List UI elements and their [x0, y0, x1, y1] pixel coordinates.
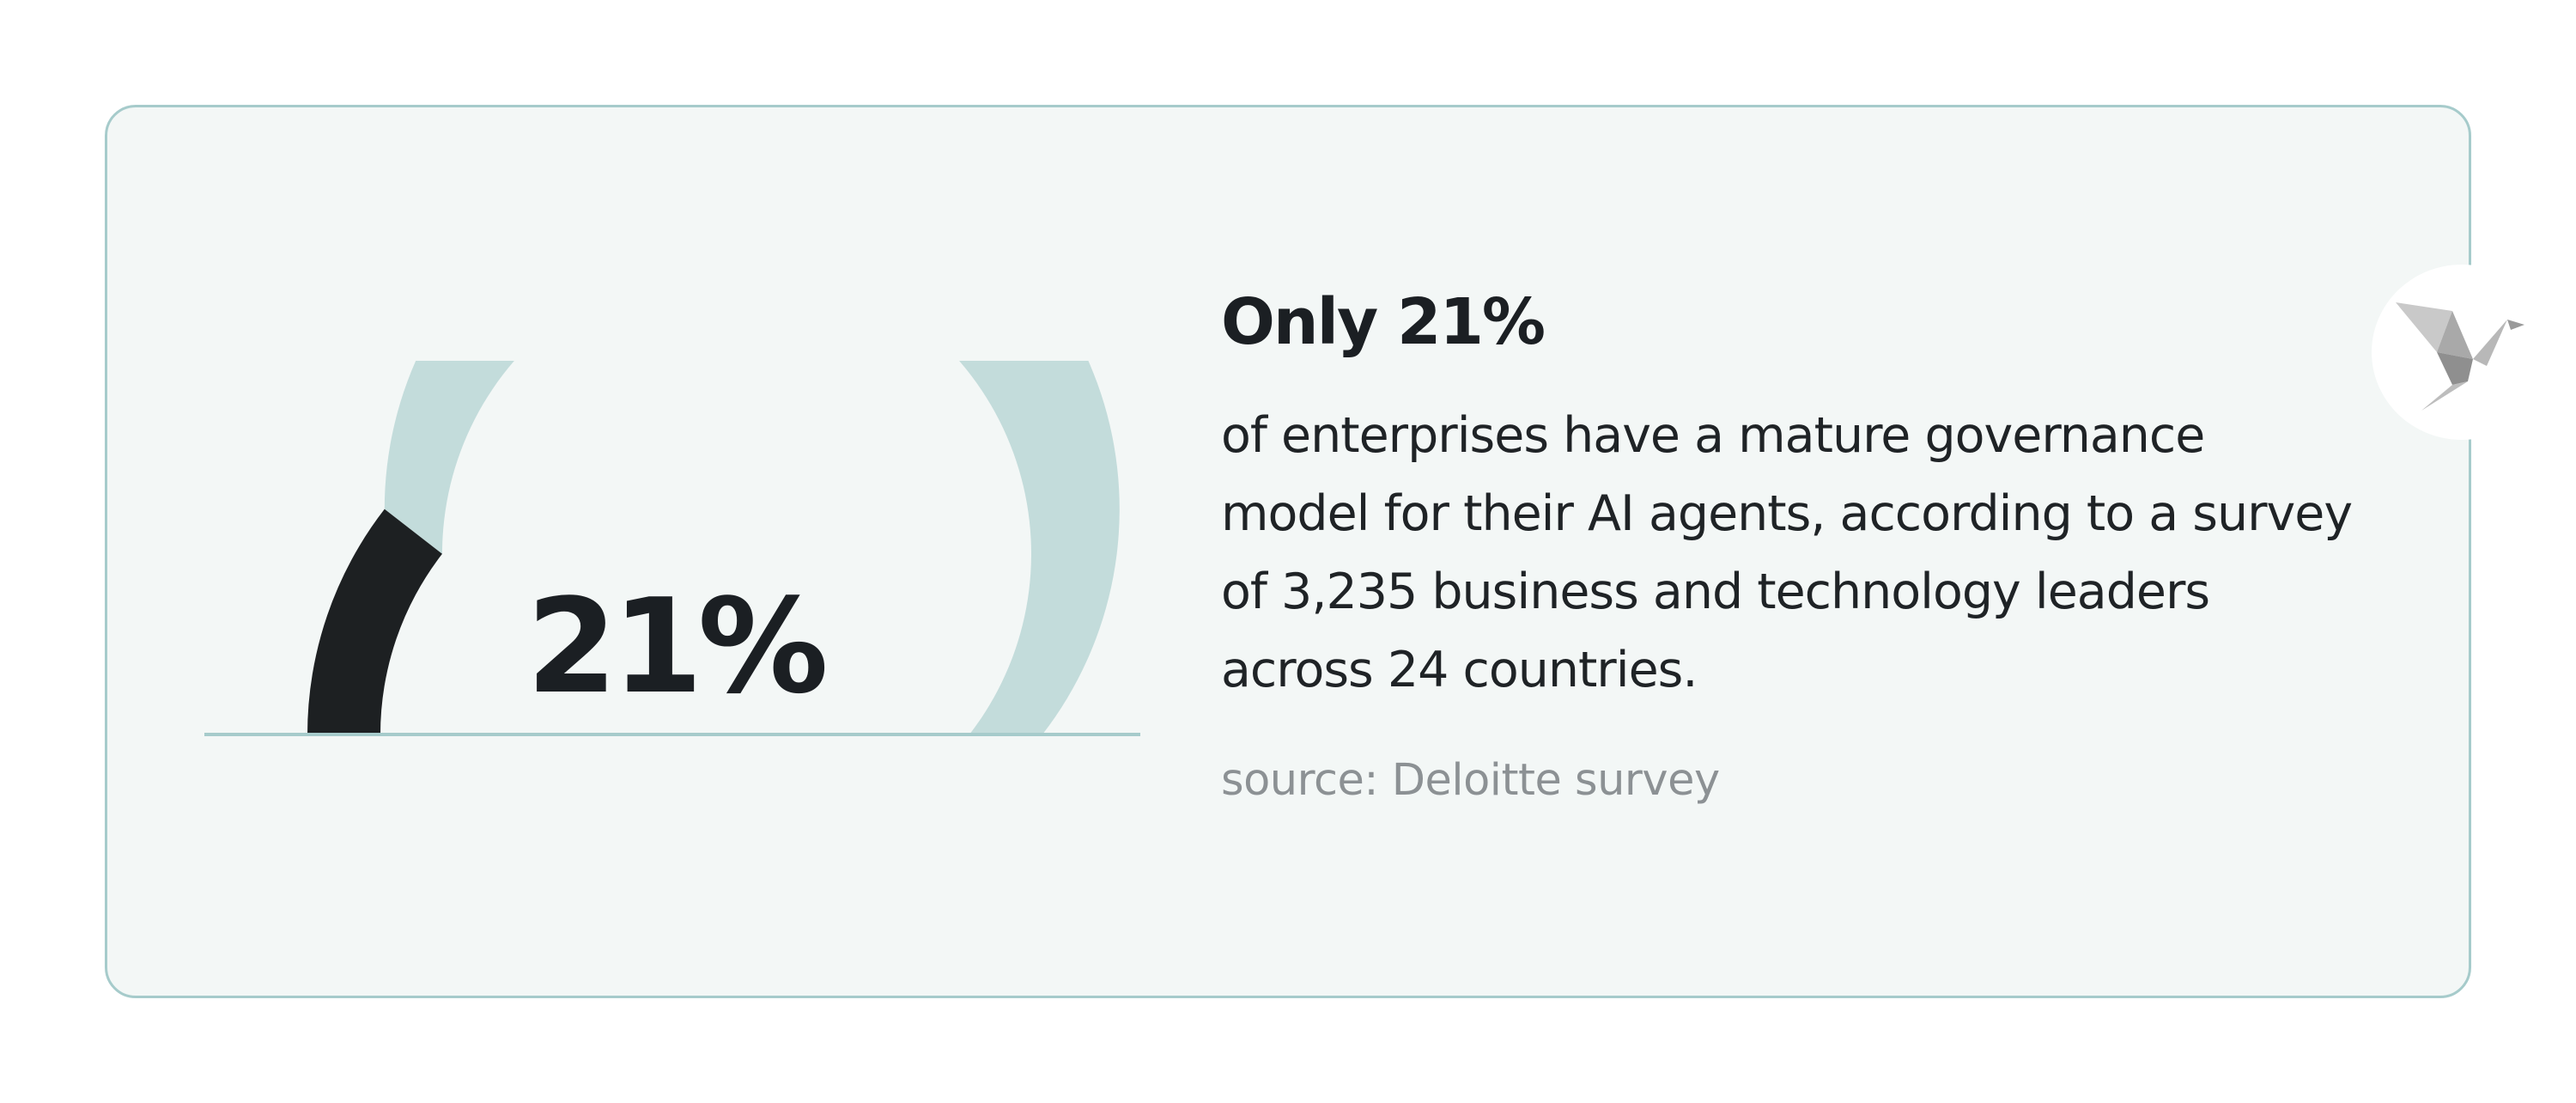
origami-bird-icon	[2396, 302, 2524, 411]
gauge-chart: 21%	[204, 361, 1140, 736]
source-note: source: Deloitte survey	[1221, 755, 1720, 806]
gauge-remaining-arc	[384, 361, 1120, 734]
stat-heading: Only 21%	[1221, 285, 1546, 359]
stat-card	[105, 105, 2471, 998]
logo-badge	[2372, 265, 2552, 440]
gauge-value-arc	[307, 509, 442, 734]
stat-description: of enterprises have a mature governance …	[1221, 407, 2353, 698]
gauge-value-label: 21%	[526, 570, 825, 722]
